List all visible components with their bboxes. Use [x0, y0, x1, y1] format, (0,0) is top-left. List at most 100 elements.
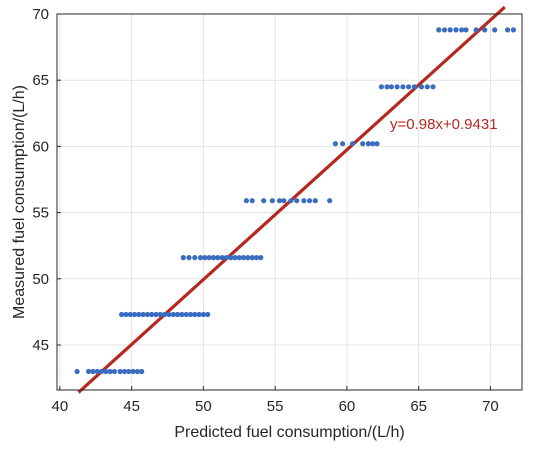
data-point-2-16: [253, 255, 260, 261]
data-point-1-13: [175, 311, 181, 318]
y-tick-label-70: 70: [32, 6, 49, 23]
data-point-1-0: [119, 311, 125, 318]
data-point-1-11: [166, 311, 172, 318]
data-point-5-1: [384, 84, 390, 90]
data-point-2-6: [210, 255, 216, 261]
data-point-1-20: [205, 311, 211, 318]
data-point-0-0: [74, 368, 80, 375]
data-point-0-1: [86, 368, 92, 375]
y-axis-ticks: 45 50 55 60 65 70: [32, 6, 61, 354]
x-axis-label: Predicted fuel consumption/(L/h): [174, 424, 404, 441]
data-point-6-4: [459, 27, 465, 33]
data-point-4-5: [370, 141, 376, 147]
data-point-0-3: [94, 368, 100, 375]
data-point-5-6: [411, 84, 417, 90]
x-tick-label-55: 55: [267, 398, 284, 415]
data-point-1-14: [179, 311, 185, 318]
data-point-1-18: [196, 311, 202, 318]
data-point-1-8: [153, 311, 159, 318]
data-point-0-12: [134, 368, 140, 375]
x-tick-label-50: 50: [195, 398, 212, 415]
data-point-1-4: [136, 311, 142, 318]
data-point-6-2: [447, 27, 453, 33]
data-point-2-8: [219, 255, 225, 261]
data-point-4-6: [374, 141, 380, 147]
data-point-0-2: [90, 368, 96, 375]
data-point-0-6: [107, 368, 113, 375]
y-tick-label-55: 55: [32, 205, 49, 222]
data-point-3-1: [249, 198, 255, 204]
data-point-4-2: [350, 141, 356, 147]
data-point-0-5: [103, 368, 109, 375]
data-point-6-3: [453, 27, 459, 33]
x-tick-label-70: 70: [482, 398, 499, 415]
data-point-6-1: [441, 27, 448, 33]
data-point-3-11: [327, 198, 333, 204]
data-point-4-4: [365, 141, 371, 147]
data-point-0-9: [121, 368, 128, 375]
y-tick-label-45: 45: [32, 337, 49, 354]
data-point-0-13: [139, 368, 145, 375]
x-tick-label-65: 65: [410, 398, 427, 415]
data-point-4-1: [340, 141, 346, 147]
data-point-2-2: [192, 255, 198, 261]
data-point-0-10: [126, 368, 132, 375]
data-point-0-7: [111, 368, 117, 375]
data-point-1-17: [192, 311, 198, 318]
x-axis-ticks: 40 45 50 55 60 65 70: [52, 386, 499, 415]
data-point-1-10: [162, 311, 168, 318]
data-point-1-16: [187, 311, 194, 318]
data-point-3-9: [307, 198, 313, 204]
data-point-3-6: [288, 198, 294, 204]
data-point-6-5: [463, 27, 469, 33]
data-point-6-7: [482, 27, 488, 33]
data-point-1-15: [183, 311, 189, 318]
x-tick-label-40: 40: [52, 398, 69, 415]
data-point-0-4: [98, 368, 105, 375]
data-point-2-4: [202, 255, 208, 261]
y-tick-label-60: 60: [32, 138, 49, 155]
data-point-5-8: [424, 84, 430, 90]
data-point-3-3: [269, 198, 275, 204]
x-tick-label-60: 60: [339, 398, 356, 415]
data-point-2-13: [241, 255, 247, 261]
data-point-1-1: [123, 311, 129, 318]
data-point-1-19: [200, 311, 206, 318]
data-point-1-6: [144, 311, 150, 318]
y-tick-label-50: 50: [32, 271, 49, 288]
data-point-2-1: [186, 255, 192, 261]
data-point-0-11: [130, 368, 136, 375]
x-tick-label-45: 45: [123, 398, 140, 415]
data-point-5-3: [394, 84, 400, 90]
data-point-3-4: [276, 198, 283, 204]
data-points: [74, 27, 516, 375]
data-point-3-7: [294, 198, 300, 204]
data-point-2-12: [236, 255, 242, 261]
data-point-2-10: [228, 255, 234, 261]
data-point-3-0: [243, 198, 249, 204]
data-point-5-4: [400, 84, 406, 90]
data-point-5-5: [406, 84, 412, 90]
data-point-1-2: [127, 311, 133, 318]
data-point-6-8: [492, 27, 498, 33]
data-point-5-0: [378, 84, 384, 90]
data-point-3-2: [261, 198, 267, 204]
y-axis-label: Measured fuel consumption/(L/h): [11, 85, 28, 319]
data-point-1-7: [149, 311, 155, 318]
data-point-3-10: [312, 198, 318, 204]
plot-frame: [56, 13, 523, 391]
regression-equation: y=0.98x+0.9431: [390, 116, 498, 133]
data-point-5-7: [418, 84, 425, 90]
data-point-3-8: [301, 198, 307, 204]
data-point-1-12: [170, 311, 176, 318]
data-point-2-5: [206, 255, 212, 261]
data-point-6-6: [473, 27, 479, 33]
data-point-2-7: [215, 255, 221, 261]
data-point-2-9: [223, 255, 229, 261]
data-point-6-9: [505, 27, 511, 33]
data-point-5-2: [388, 84, 394, 90]
data-point-1-9: [157, 311, 163, 318]
data-point-2-0: [180, 255, 186, 261]
data-point-6-0: [436, 27, 442, 33]
